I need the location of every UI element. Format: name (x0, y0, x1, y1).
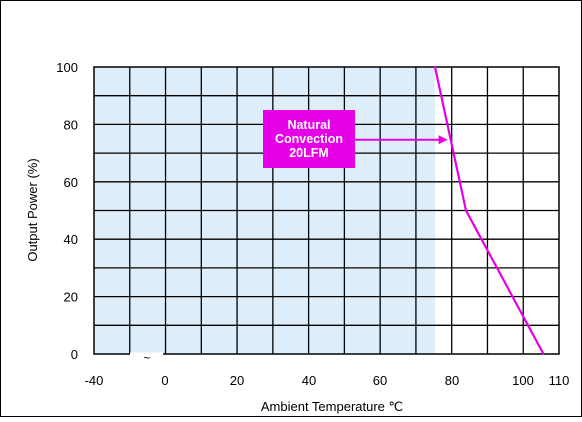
series-point (527, 324, 529, 327)
y-tick-label: 0 (71, 347, 78, 362)
y-tick-label: 60 (64, 175, 78, 190)
x-tick-label: 60 (373, 373, 387, 388)
annotation-line-3: 20LFM (289, 146, 329, 160)
y-tick-label: 20 (64, 290, 78, 305)
series-point (496, 267, 498, 269)
x-axis-label: Ambient Temperature ℃ (261, 399, 403, 414)
x-tick-label: 0 (161, 373, 168, 388)
annotation-line-2: Convection (274, 132, 344, 146)
x-tick-labels: -40 0 20 40 60 80 100 110 (85, 373, 570, 388)
x-tick-label: 100 (512, 373, 534, 388)
x-tick-label: 80 (445, 373, 459, 388)
y-axis-label: Output Power (%) (25, 158, 40, 261)
annotation-line-1: Natural (287, 118, 331, 132)
annotation-label-box: Natural Convection 20LFM (263, 110, 355, 168)
y-tick-labels: 0 20 40 60 80 100 (56, 60, 78, 362)
axis-break-symbol: ~ (143, 351, 150, 365)
x-tick-label: -40 (85, 373, 104, 388)
x-tick-label: 110 (549, 373, 570, 388)
x-tick-label: 20 (230, 373, 244, 388)
series-point (542, 353, 545, 355)
y-tick-label: 40 (64, 232, 78, 247)
x-tick-label: 40 (302, 373, 316, 388)
y-tick-label: 80 (64, 117, 78, 132)
plot-border (93, 66, 560, 355)
y-tick-label: 100 (56, 60, 78, 75)
series-point (434, 66, 436, 68)
series-point (465, 209, 467, 212)
annotation-arrowhead (438, 135, 448, 145)
series-group (433, 66, 545, 355)
